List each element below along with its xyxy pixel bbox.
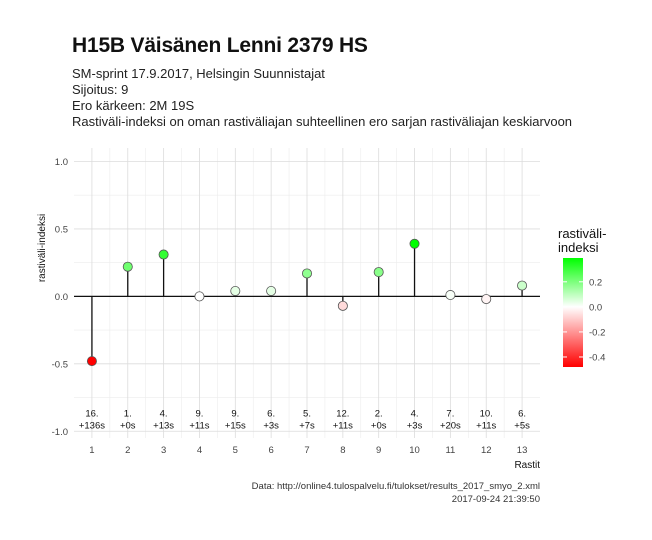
split-time-label: +5s (514, 420, 530, 431)
x-tick-label: 1 (89, 445, 94, 456)
data-point (409, 238, 420, 249)
data-point (301, 268, 312, 279)
data-point (194, 291, 205, 302)
split-time-label: +13s (153, 420, 174, 431)
x-tick-label: 4 (197, 445, 202, 456)
legend-tick-label: 0.2 (589, 277, 602, 288)
split-time-label: +11s (189, 420, 209, 431)
plot-area: -1.0-0.50.00.51.01 2 3 4 5 6 7 8 9 10 11 12 13Rastit… (37, 148, 540, 471)
split-time-label: +136s (79, 420, 105, 431)
y-tick-label: -1.0 (52, 427, 68, 438)
subtitle-placement: Sijoitus: 9 (72, 82, 129, 97)
data-point (481, 294, 492, 305)
split-time-label: +11s (476, 420, 496, 431)
legend-tick-label: -0.2 (589, 327, 605, 338)
split-placement-label: 9. (231, 408, 239, 419)
data-point (266, 285, 277, 296)
x-axis-title: Rastit (514, 460, 540, 471)
data-point (86, 356, 97, 367)
split-placement-label: 7. (446, 408, 454, 419)
split-time-label: +3s (263, 420, 279, 431)
split-placement-label: 10. (480, 408, 493, 419)
data-point (158, 249, 169, 260)
split-placement-label: 4. (160, 408, 168, 419)
timestamp: 2017-09-24 21:39:50 (451, 494, 540, 505)
data-point (230, 285, 241, 296)
x-tick-label: 11 (445, 445, 455, 456)
color-legend: rastiväli-indeksi 0.2 0.0 -0.2 -0.4 (558, 226, 606, 367)
split-placement-label: 5. (303, 408, 311, 419)
split-placement-label: 9. (195, 408, 203, 419)
y-tick-label: 1.0 (55, 157, 68, 168)
split-time-label: +15s (225, 420, 246, 431)
y-tick-label: 0.0 (55, 292, 68, 303)
x-tick-label: 12 (481, 445, 492, 456)
split-placement-label: 1. (124, 408, 132, 419)
y-tick-label: 0.5 (55, 224, 68, 235)
split-time-label: +3s (407, 420, 423, 431)
split-placement-label: 4. (411, 408, 419, 419)
legend-tick-label: 0.0 (589, 302, 602, 313)
split-time-label: +11s (333, 420, 353, 431)
x-tick-label: 13 (517, 445, 528, 456)
chart-title: H15B Väisänen Lenni 2379 HS (72, 34, 368, 57)
legend-tick-label: -0.4 (589, 352, 605, 363)
legend-title: rastiväli- (558, 226, 606, 241)
x-tick-label: 10 (409, 445, 420, 456)
legend-title: indeksi (558, 240, 599, 255)
split-placement-label: 6. (267, 408, 275, 419)
subtitle-event: SM-sprint 17.9.2017, Helsingin Suunnista… (72, 66, 325, 81)
subtitle-gap: Ero kärkeen: 2M 19S (72, 98, 195, 113)
data-point (337, 300, 348, 311)
legend-colorbar (563, 258, 583, 367)
split-time-label: +0s (120, 420, 136, 431)
split-placement-label: 12. (336, 408, 349, 419)
split-time-label: +0s (371, 420, 387, 431)
data-point (373, 267, 384, 278)
x-tick-label: 2 (125, 445, 130, 456)
y-tick-label: -0.5 (52, 359, 68, 370)
x-tick-label: 9 (376, 445, 381, 456)
data-point (445, 290, 456, 301)
x-tick-label: 3 (161, 445, 166, 456)
data-source: Data: http://online4.tulospalvelu.fi/tul… (251, 481, 540, 492)
split-time-label: +20s (440, 420, 461, 431)
split-placement-label: 16. (85, 408, 98, 419)
y-axis-title: rastiväli-indeksi (37, 214, 48, 282)
x-tick-label: 7 (304, 445, 309, 456)
x-tick-label: 8 (340, 445, 345, 456)
data-point (122, 261, 133, 272)
data-point (517, 280, 528, 291)
subtitle-description: Rastiväli-indeksi on oman rastiväliajan … (72, 114, 573, 129)
x-tick-label: 6 (269, 445, 274, 456)
split-placement-label: 2. (375, 408, 383, 419)
split-placement-label: 6. (518, 408, 526, 419)
x-tick-label: 5 (233, 445, 238, 456)
split-time-label: +7s (299, 420, 315, 431)
